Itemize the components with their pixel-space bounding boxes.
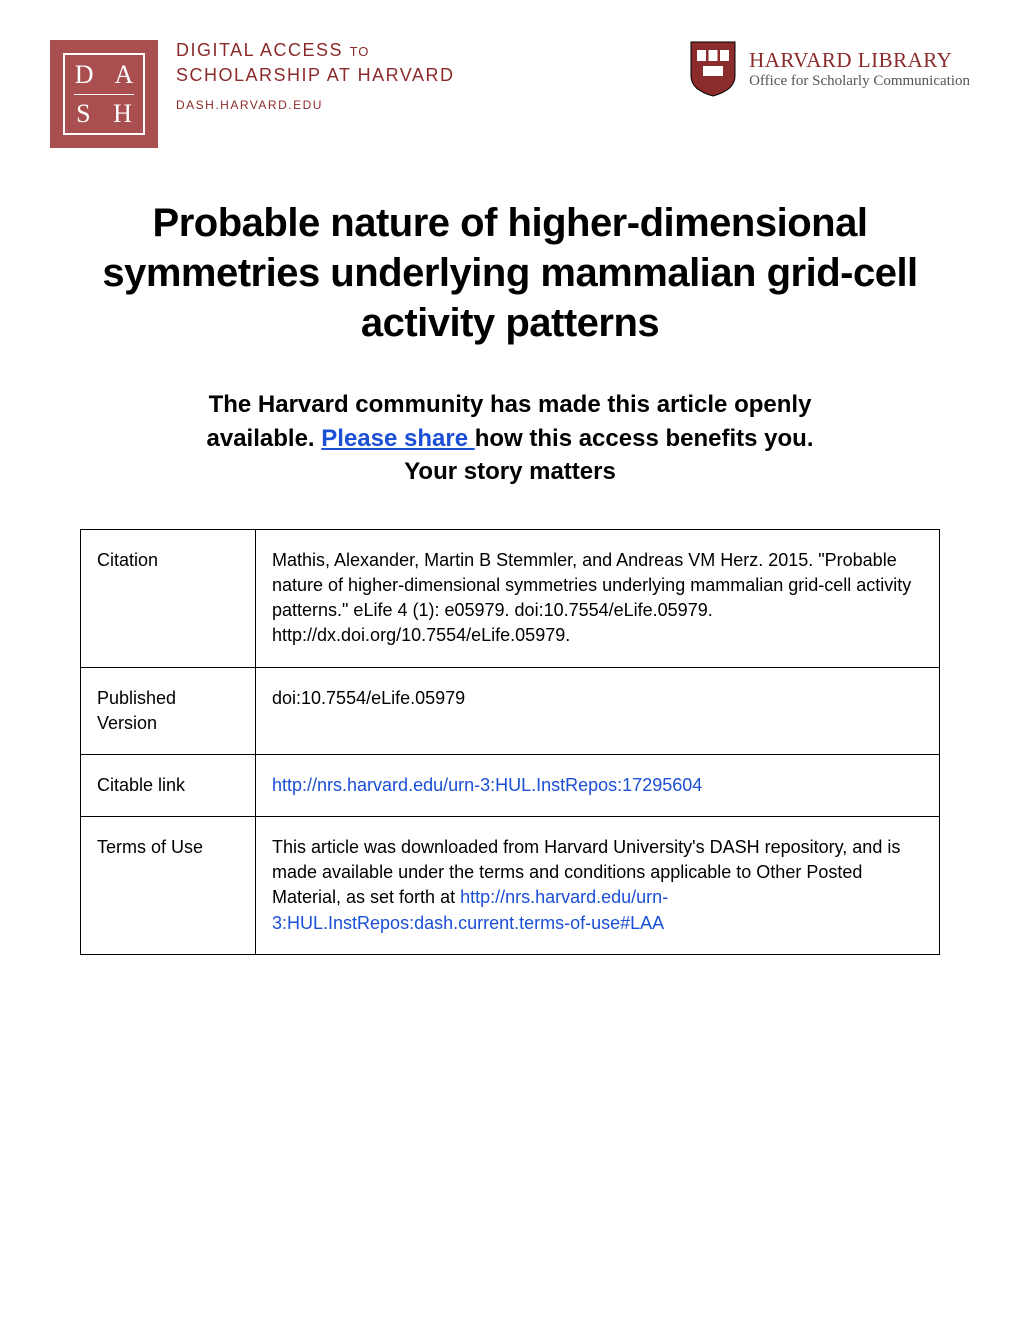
- dash-logo-row2: S H: [68, 97, 140, 131]
- dash-tagline-1-small: TO: [350, 44, 370, 59]
- harvard-office-subtitle: Office for Scholarly Communication: [749, 73, 970, 90]
- harvard-text-block: HARVARD LIBRARY Office for Scholarly Com…: [749, 48, 970, 90]
- dash-tagline-2-small: AT: [327, 65, 351, 85]
- table-row: Citable link http://nrs.harvard.edu/urn-…: [81, 754, 940, 816]
- please-share-link[interactable]: Please share: [321, 425, 474, 452]
- dash-logo-row1: D A: [67, 58, 142, 92]
- citable-link[interactable]: http://nrs.harvard.edu/urn-3:HUL.InstRep…: [272, 775, 702, 795]
- dash-tagline-1-part1: DIGITAL ACCESS: [176, 40, 343, 60]
- table-row: Terms of Use This article was downloaded…: [81, 817, 940, 955]
- article-title: Probable nature of higher-dimensional sy…: [85, 198, 935, 348]
- harvard-library-block: HARVARD LIBRARY Office for Scholarly Com…: [689, 40, 970, 98]
- dash-logo-icon: D A S H: [50, 40, 158, 148]
- harvard-library-title: HARVARD LIBRARY: [749, 48, 970, 73]
- citable-link-value: http://nrs.harvard.edu/urn-3:HUL.InstRep…: [256, 754, 940, 816]
- published-version-value: doi:10.7554/eLife.05979: [256, 667, 940, 754]
- metadata-table: Citation Mathis, Alexander, Martin B Ste…: [80, 529, 940, 955]
- open-access-statement: The Harvard community has made this arti…: [185, 388, 835, 489]
- terms-value: This article was downloaded from Harvard…: [256, 817, 940, 955]
- published-version-label: Published Version: [81, 667, 256, 754]
- harvard-shield-icon: [689, 40, 737, 98]
- terms-label: Terms of Use: [81, 817, 256, 955]
- citation-label: Citation: [81, 529, 256, 667]
- citable-link-label: Citable link: [81, 754, 256, 816]
- dash-logo-divider: [74, 94, 134, 95]
- dash-logo-inner: D A S H: [63, 53, 145, 135]
- citation-value: Mathis, Alexander, Martin B Stemmler, an…: [256, 529, 940, 667]
- dash-text-block: DIGITAL ACCESS TO SCHOLARSHIP AT HARVARD…: [176, 40, 454, 112]
- table-row: Citation Mathis, Alexander, Martin B Ste…: [81, 529, 940, 667]
- dash-tagline-2-part2: HARVARD: [358, 65, 455, 85]
- dash-url: DASH.HARVARD.EDU: [176, 98, 454, 112]
- dash-tagline-1: DIGITAL ACCESS TO: [176, 40, 454, 61]
- table-row: Published Version doi:10.7554/eLife.0597…: [81, 667, 940, 754]
- page-header: D A S H DIGITAL ACCESS TO SCHOLARSHIP AT…: [50, 40, 970, 148]
- dash-logo-block: D A S H DIGITAL ACCESS TO SCHOLARSHIP AT…: [50, 40, 454, 148]
- dash-tagline-2-part1: SCHOLARSHIP: [176, 65, 321, 85]
- dash-tagline-2: SCHOLARSHIP AT HARVARD: [176, 65, 454, 86]
